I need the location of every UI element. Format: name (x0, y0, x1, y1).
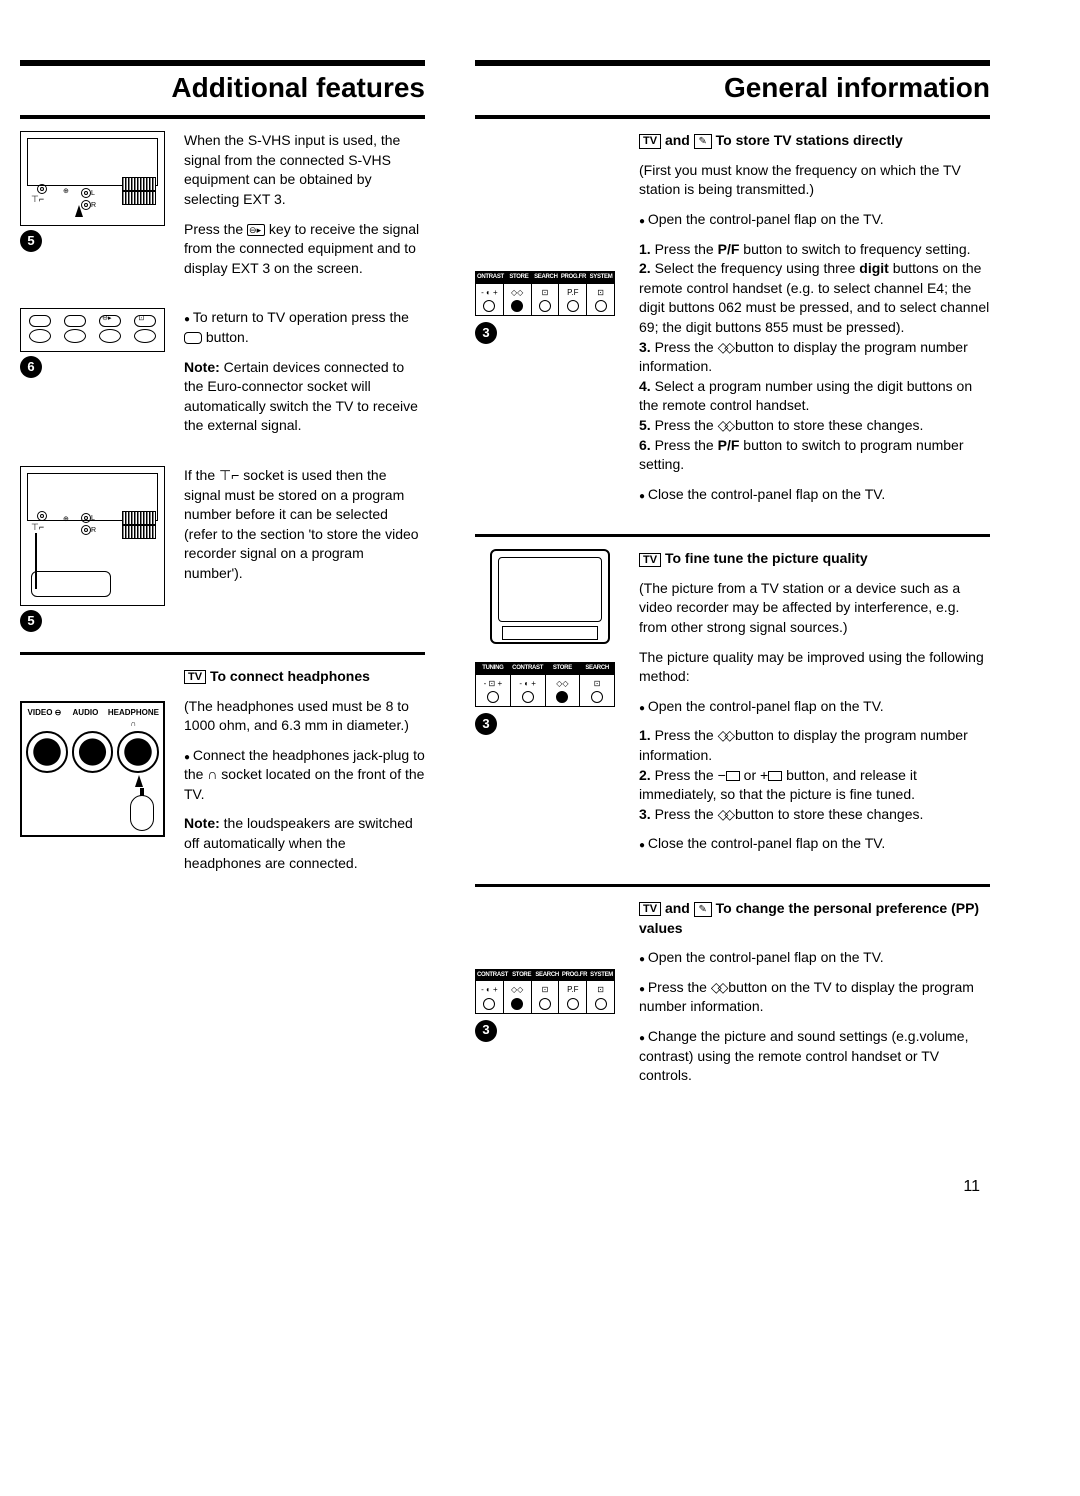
step-num-6: 6 (20, 356, 42, 378)
step-num-5b: 5 (20, 610, 42, 632)
divider (475, 115, 990, 119)
store-p1: (First you must know the frequency on wh… (639, 161, 990, 200)
diagram-headphone-jacks: VIDEO ⊖ AUDIO HEADPHONE ∩ (20, 667, 170, 883)
divider (475, 884, 990, 887)
hp-spec: (The headphones used must be 8 to 1000 o… (184, 697, 425, 736)
section-pp-values: CONTRAST STORE SEARCH PROG.FR SYSTEM - ◐… (475, 899, 990, 1096)
diagram-tv-and-panel: TUNING CONTRAST STORE SEARCH - ⊡ + - ◐ +… (475, 549, 625, 864)
step-num-3a: 3 (475, 322, 497, 344)
left-column: Additional features ⊤⌐ ⊕ L R 5 (20, 60, 425, 1116)
tune-heading: TV To fine tune the picture quality (639, 549, 990, 569)
black-bar (20, 60, 425, 66)
section-svhs: ⊤⌐ ⊕ L R 5 When the S-VHS input is used,… (20, 131, 425, 288)
store-open: Open the control-panel flap on the TV. (639, 210, 990, 230)
section-headphones: VIDEO ⊖ AUDIO HEADPHONE ∩ TV To connect … (20, 667, 425, 883)
section-fine-tune: TUNING CONTRAST STORE SEARCH - ⊡ + - ◐ +… (475, 549, 990, 864)
store-close: Close the control-panel flap on the TV. (639, 485, 990, 505)
tune-steps: 1. Press the button to display the progr… (639, 726, 990, 824)
tune-p2: The picture quality may be improved usin… (639, 648, 990, 687)
divider (20, 652, 425, 655)
svhs-p1: When the S-VHS input is used, the signal… (184, 131, 425, 209)
pp-heading: TV and ✎ To change the personal preferen… (639, 899, 990, 938)
svhs-p2: Press the ⊖▸ key to receive the signal f… (184, 220, 425, 279)
section-store-stations: ONTRAST STORE SEARCH PROG.FR SYSTEM - ◐ … (475, 131, 990, 514)
diagram-panel-2: CONTRAST STORE SEARCH PROG.FR SYSTEM - ◐… (475, 899, 625, 1096)
right-title: General information (475, 68, 990, 113)
store-heading: TV and ✎ To store TV stations directly (639, 131, 990, 151)
step-num-5a: 5 (20, 230, 42, 252)
right-column: General information ONTRAST STORE SEARCH… (475, 60, 990, 1116)
step-num-3b: 3 (475, 713, 497, 735)
pp-press: Press the button on the TV to display th… (639, 978, 990, 1017)
page-columns: Additional features ⊤⌐ ⊕ L R 5 (20, 60, 990, 1116)
hp-connect: Connect the headphones jack-plug to the … (184, 746, 425, 805)
black-bar (475, 60, 990, 66)
divider (475, 534, 990, 537)
tune-open: Open the control-panel flap on the TV. (639, 697, 990, 717)
pp-change: Change the picture and sound settings (e… (639, 1027, 990, 1086)
diagram-remote-row: ⊖▸ ⊡ 6 (20, 308, 170, 446)
step-num-3c: 3 (475, 1020, 497, 1042)
section-socket: ⊤⌐ ⊕ L R 5 If the ⊤⌐ socket is used then… (20, 466, 425, 632)
store-steps: 1. Press the P/F button to switch to fre… (639, 240, 990, 475)
return-note: Note: Certain devices connected to the E… (184, 358, 425, 436)
diagram-tv-back-1: ⊤⌐ ⊕ L R 5 (20, 131, 170, 288)
page-number: 11 (20, 1176, 990, 1198)
diagram-panel-1: ONTRAST STORE SEARCH PROG.FR SYSTEM - ◐ … (475, 131, 625, 514)
diagram-tv-back-2: ⊤⌐ ⊕ L R 5 (20, 466, 170, 632)
hp-heading: TV To connect headphones (184, 667, 425, 687)
tune-p1: (The picture from a TV station or a devi… (639, 579, 990, 638)
section-return: ⊖▸ ⊡ 6 To return to TV operation press t… (20, 308, 425, 446)
socket-p1: If the ⊤⌐ socket is used then the signal… (184, 466, 425, 584)
return-p1: To return to TV operation press the butt… (184, 308, 425, 347)
pp-open: Open the control-panel flap on the TV. (639, 948, 990, 968)
left-title: Additional features (20, 68, 425, 113)
hp-note: Note: the loudspeakers are switched off … (184, 814, 425, 873)
divider (20, 115, 425, 119)
tune-close: Close the control-panel flap on the TV. (639, 834, 990, 854)
